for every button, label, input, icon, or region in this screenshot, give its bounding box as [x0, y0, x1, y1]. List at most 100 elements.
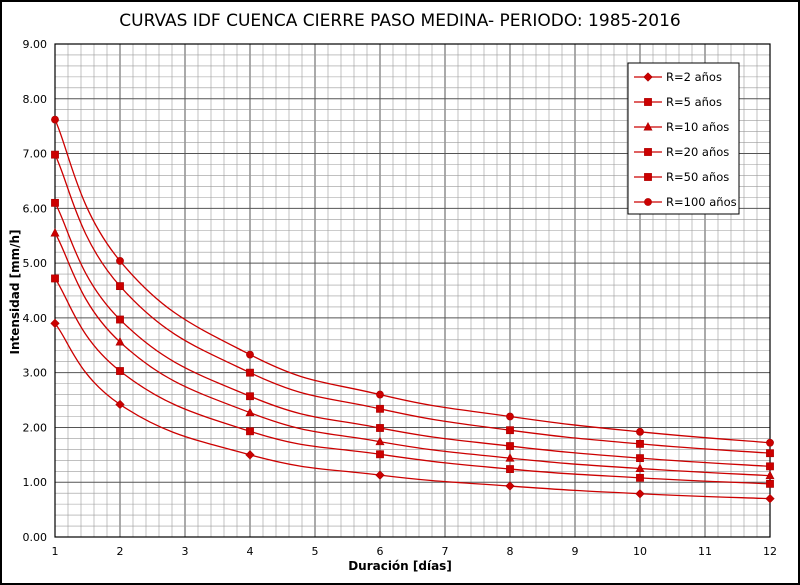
x-tick-label: 6 [377, 545, 384, 558]
legend-item: R=5 años [634, 95, 722, 109]
x-tick-label: 12 [763, 545, 777, 558]
x-tick-label: 5 [312, 545, 319, 558]
data-point [376, 404, 384, 413]
series-3 [50, 227, 775, 480]
y-tick-label: 9.00 [23, 38, 48, 51]
legend-marker [644, 98, 652, 106]
data-point [116, 315, 124, 324]
data-point [115, 399, 125, 410]
series-group [50, 115, 775, 504]
data-point [376, 390, 384, 399]
legend-marker [644, 148, 652, 156]
x-axis-label: Duración [días] [348, 559, 452, 573]
data-point [505, 481, 515, 491]
data-point [765, 470, 775, 480]
legend-item: R=100 años [634, 195, 737, 209]
data-point [51, 274, 59, 283]
data-point [766, 479, 774, 488]
legend-marker [643, 72, 653, 82]
data-point [245, 407, 255, 417]
legend-label: R=20 años [666, 145, 729, 159]
data-point [376, 424, 384, 432]
data-point [375, 436, 385, 446]
plot-area [54, 43, 771, 538]
y-tick-label: 7.00 [23, 148, 48, 161]
series-5 [51, 150, 774, 458]
legend-label: R=10 años [666, 120, 729, 134]
series-line [54, 278, 771, 485]
series-2 [51, 274, 774, 488]
y-tick-label: 6.00 [23, 202, 48, 215]
y-tick-label: 0.00 [23, 531, 48, 544]
legend-label: R=50 años [666, 170, 729, 184]
data-point [506, 465, 514, 473]
x-tick-label: 7 [442, 545, 449, 558]
data-point [116, 282, 124, 291]
data-point [50, 318, 60, 328]
legend-label: R=100 años [666, 195, 737, 209]
data-point [246, 427, 254, 436]
y-tick-label: 2.00 [23, 421, 48, 434]
data-point [50, 227, 60, 237]
data-point [506, 442, 514, 450]
chart-title: CURVAS IDF CUENCA CIERRE PASO MEDINA- PE… [119, 11, 680, 31]
y-tick-label: 1.00 [23, 476, 48, 489]
data-point [636, 454, 644, 463]
x-tick-label: 4 [247, 545, 254, 558]
x-tick-label: 2 [117, 545, 124, 558]
x-tick-label: 10 [633, 545, 647, 558]
x-tick-label: 8 [507, 545, 514, 558]
legend-marker [644, 173, 652, 181]
series-6 [51, 115, 774, 447]
legend-item: R=20 años [634, 145, 729, 159]
data-point [635, 489, 645, 499]
data-point [375, 470, 385, 480]
y-tick-label: 5.00 [23, 257, 48, 270]
legend-label: R=2 años [666, 70, 722, 84]
x-tick-label: 1 [52, 545, 59, 558]
data-point [245, 450, 255, 460]
data-point [116, 257, 124, 265]
x-tick-label: 9 [572, 545, 579, 558]
data-point [635, 463, 645, 473]
data-point [246, 350, 254, 359]
axis-ticks: 1 2 3 4 5 6 7 8 9 10 11 120.001.002.003.004.005.006… [23, 38, 778, 558]
data-point [506, 412, 514, 421]
data-point [636, 473, 644, 482]
data-point [765, 494, 775, 504]
legend-marker [644, 198, 652, 206]
data-point [766, 449, 774, 458]
legend-box [627, 62, 740, 215]
data-point [506, 426, 514, 435]
data-point [766, 438, 774, 447]
x-tick-label: 3 [182, 545, 189, 558]
series-line [54, 322, 771, 500]
y-tick-label: 8.00 [23, 93, 48, 106]
legend-item: R=10 años [634, 120, 729, 134]
series-1 [50, 318, 775, 504]
data-point [51, 198, 59, 207]
data-point [51, 115, 59, 124]
x-tick-label: 11 [698, 545, 712, 558]
data-point [636, 427, 644, 436]
series-4 [51, 198, 774, 471]
y-tick-label: 3.00 [23, 367, 48, 380]
legend-label: R=5 años [666, 95, 722, 109]
data-point [766, 462, 774, 471]
data-point [636, 439, 644, 448]
data-point [51, 150, 59, 159]
legend-item: R=2 años [634, 70, 722, 84]
legend: R=2 años R=5 años R=10 años R=20 años R=50 a… [627, 62, 740, 215]
data-point [116, 367, 124, 375]
data-point [376, 450, 384, 459]
y-tick-label: 4.00 [23, 312, 48, 325]
data-point [246, 392, 254, 401]
data-point [505, 453, 515, 462]
data-point [246, 368, 254, 377]
legend-item: R=50 años [634, 170, 729, 184]
data-point [115, 336, 125, 346]
legend-marker [643, 121, 653, 131]
y-axis-label: Intensidad [mm/h] [8, 229, 22, 354]
